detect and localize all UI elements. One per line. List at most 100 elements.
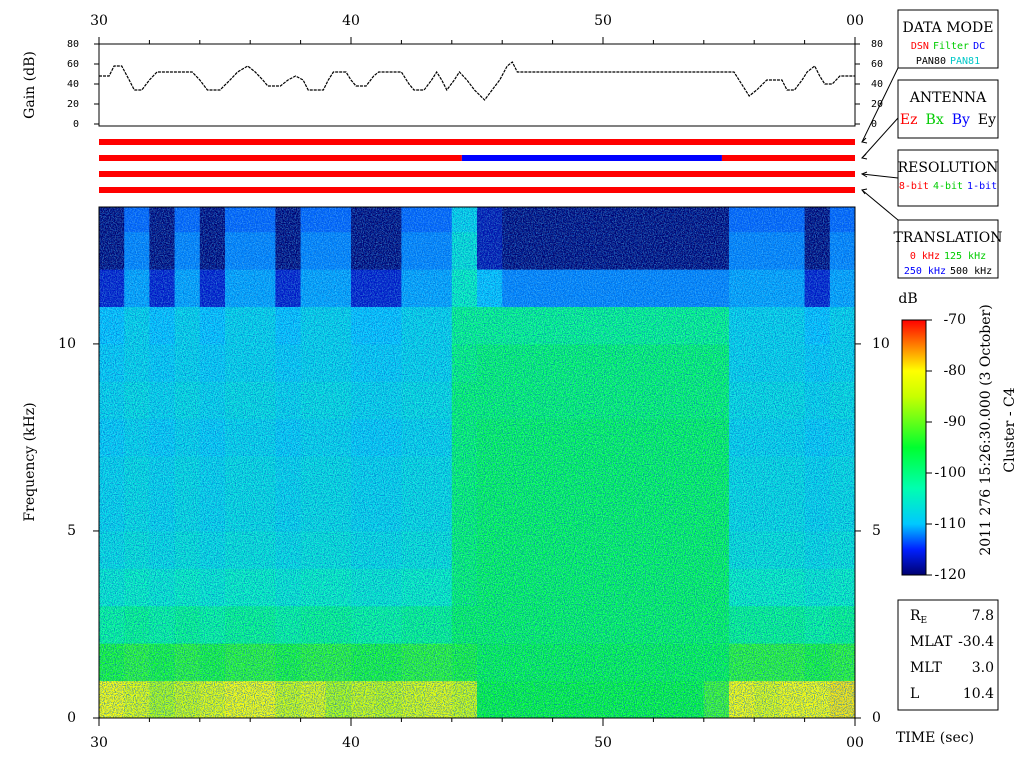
colorbar-tick-label: -110	[935, 516, 966, 532]
mode-segment	[99, 155, 462, 161]
mode-segment	[461, 155, 722, 161]
info-label: L	[910, 686, 919, 702]
panel-item: 125 kHz	[944, 251, 986, 262]
y-tick-label: 0	[73, 119, 79, 130]
panel-item: Filter	[933, 41, 969, 52]
panel-item: PAN80	[916, 56, 946, 67]
connector	[861, 173, 899, 179]
x-tick-label: 00	[846, 735, 864, 751]
info-label-text: R	[910, 608, 921, 624]
y-tick-label: 80	[871, 39, 883, 50]
panel-title: ANTENNA	[909, 90, 987, 106]
connector	[861, 117, 899, 159]
y-tick-label: 0	[871, 119, 877, 130]
y-tick-label: 20	[67, 99, 79, 110]
panel-item: DC	[973, 41, 985, 52]
mode-segment	[99, 171, 855, 177]
y-axis-label: Frequency (kHz)	[22, 402, 38, 521]
info-label-sub: E	[921, 616, 928, 626]
y-tick-label: 0	[67, 710, 76, 726]
arrowhead	[860, 171, 868, 178]
info-label: MLAT	[910, 634, 953, 650]
info-label: MLT	[910, 660, 942, 676]
panel-line: 250 kHz 500 kHz	[904, 266, 992, 277]
arrowhead	[860, 137, 868, 144]
panel-item: By	[952, 112, 970, 128]
panel-box	[897, 79, 999, 139]
x-tick-label: 50	[594, 735, 612, 751]
panel-title: DATA MODE	[903, 20, 994, 36]
y-tick-label: 10	[58, 336, 76, 352]
x-tick-label: 40	[342, 13, 360, 29]
panel-item: 0 kHz	[910, 251, 940, 262]
y-axis-label: Gain (dB)	[22, 51, 38, 119]
side-text: Cluster - C4	[1002, 387, 1018, 472]
panel-box	[897, 9, 999, 69]
side-text: 2011 276 15:26:30.000 (3 October)	[978, 304, 994, 555]
panel-line: 0 kHz 125 kHz	[910, 251, 986, 262]
panel-item: Ez	[900, 112, 918, 128]
colorbar-tick-label: -120	[935, 567, 966, 583]
y-tick-label: 60	[67, 59, 79, 70]
y-tick-label: 40	[67, 79, 79, 90]
y-tick-label: 20	[871, 99, 883, 110]
panel-item: 250 kHz	[904, 266, 946, 277]
info-value: 3.0	[972, 660, 994, 676]
colorbar	[901, 319, 927, 576]
info-value: 7.8	[972, 608, 994, 624]
colorbar-tick-label: -100	[935, 465, 966, 481]
mode-segment	[721, 155, 855, 161]
panel-item: 8-bit	[899, 181, 929, 192]
info-value: -30.4	[958, 634, 994, 650]
panel-box	[897, 149, 999, 207]
spectrogram	[99, 207, 855, 718]
mode-segment	[99, 187, 855, 193]
panel-item: PAN81	[950, 56, 980, 67]
spectrogram-frame	[98, 206, 856, 719]
info-label-text: MLAT	[910, 634, 953, 650]
info-label: RE	[910, 608, 927, 626]
info-box	[897, 599, 999, 711]
panel-title: RESOLUTION	[898, 160, 999, 176]
panel-box	[897, 219, 999, 279]
x-tick-label: 40	[342, 735, 360, 751]
y-tick-label: 5	[872, 523, 881, 539]
gain-frame	[98, 43, 856, 127]
panel-line: PAN80 PAN81	[916, 56, 980, 67]
panel-item: DSN	[911, 41, 929, 52]
panel-line: DSN Filter DC	[911, 41, 985, 52]
info-label-text: L	[910, 686, 919, 702]
info-label-text: MLT	[910, 660, 942, 676]
y-tick-label: 10	[872, 336, 890, 352]
arrowhead	[860, 153, 868, 160]
panel-item: 500 kHz	[950, 266, 992, 277]
info-value: 10.4	[963, 686, 994, 702]
x-tick-label: 00	[846, 13, 864, 29]
x-axis-label: TIME (sec)	[896, 730, 974, 746]
colorbar-tick-label: -70	[943, 312, 966, 328]
colorbar-title: dB	[898, 291, 917, 307]
panel-item: Ey	[978, 112, 996, 128]
x-tick-label: 30	[90, 13, 108, 29]
speckle-texture	[99, 207, 855, 718]
y-tick-label: 5	[67, 523, 76, 539]
colorbar-tick-label: -80	[943, 363, 966, 379]
panel-item: 4-bit	[933, 181, 963, 192]
x-tick-label: 30	[90, 735, 108, 751]
panel-title: TRANSLATION	[893, 230, 1002, 246]
panel-line: 8-bit 4-bit 1-bit	[899, 181, 997, 192]
connector	[861, 67, 899, 143]
mode-segment	[99, 139, 855, 145]
panel-item: Bx	[926, 112, 944, 128]
x-tick-label: 50	[594, 13, 612, 29]
panel-item: 1-bit	[967, 181, 997, 192]
y-tick-label: 0	[872, 710, 881, 726]
y-tick-label: 60	[871, 59, 883, 70]
gain-line	[99, 61, 855, 101]
y-tick-label: 80	[67, 39, 79, 50]
panel-line: Ez Bx By Ey	[900, 112, 996, 128]
arrowhead	[861, 188, 868, 195]
connector	[861, 189, 899, 221]
colorbar-tick-label: -90	[943, 414, 966, 430]
